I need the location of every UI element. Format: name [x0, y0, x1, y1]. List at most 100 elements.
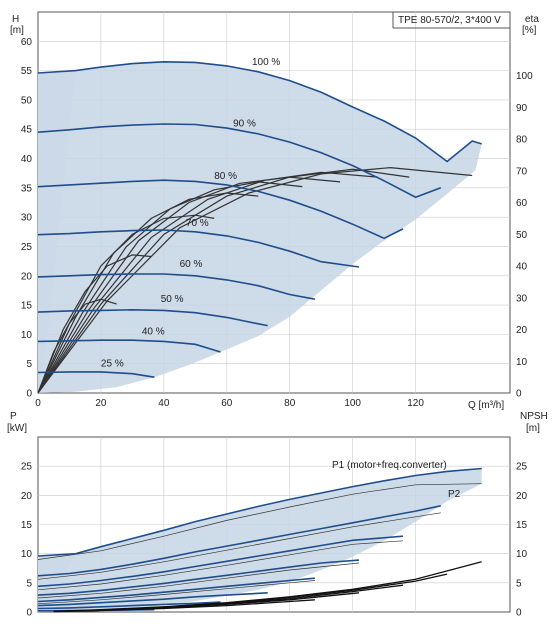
- left-axis-tick-label: 50: [21, 95, 33, 106]
- power-p1-curves: [37, 467, 482, 612]
- left-axis-tick-label: 25: [21, 462, 33, 473]
- power-right-axis-ticks: 0 5 10 15 20 25: [516, 462, 528, 619]
- power-p2-curves: [37, 483, 482, 605]
- left-axis-tick-label: 55: [21, 66, 33, 77]
- speed-curve-label: 100 %: [252, 57, 280, 68]
- left-axis-tick-label: 0: [26, 389, 32, 400]
- right-axis-tick-label: 50: [516, 230, 528, 241]
- qh-x-axis-ticks: 0 20 40 60 80 100 120: [35, 398, 424, 409]
- p1-curve-label: P1 (motor+freq.converter): [332, 460, 447, 471]
- x-axis-tick-label: 40: [158, 398, 170, 409]
- left-axis-tick-label: 60: [21, 37, 33, 48]
- p1-curve: [37, 505, 441, 577]
- speed-curve: [37, 308, 268, 327]
- power-plot: 0 5 10 15 20 25 0 5 10 15 20 25 P [kW] NPSH [m] P1…: [7, 411, 548, 619]
- qh-left-axis-unit: [m]: [10, 25, 24, 36]
- right-axis-tick-label: 0: [516, 389, 522, 400]
- speed-curve-label: 50 %: [161, 294, 184, 305]
- left-axis-tick-label: 20: [21, 491, 33, 502]
- p2-curve: [37, 483, 482, 560]
- right-axis-tick-label: 20: [516, 491, 528, 502]
- left-axis-tick-label: 0: [26, 608, 32, 619]
- left-axis-tick-label: 5: [26, 359, 32, 370]
- speed-curve: [37, 339, 221, 353]
- speed-curve: [37, 123, 442, 199]
- p2-curve: [37, 512, 441, 580]
- left-axis-tick-label: 5: [26, 578, 32, 589]
- right-axis-tick-label: 5: [516, 578, 522, 589]
- left-axis-tick-label: 10: [21, 549, 33, 560]
- p1-curve: [37, 592, 268, 607]
- efficiency-curve: [37, 166, 473, 394]
- p1-curve: [37, 577, 315, 603]
- speed-curve-label: 60 %: [180, 259, 203, 270]
- qh-operating-envelope: [38, 61, 482, 394]
- p2-curve-label: P2: [448, 489, 461, 500]
- power-left-axis-label: P: [10, 411, 17, 422]
- left-axis-tick-label: 25: [21, 242, 33, 253]
- qh-plot: 100 % 90 % 80 % 70 % 60 % 50 % 40 % 25 % 0 5 10 15…: [10, 11, 539, 411]
- npsh-curves: [53, 561, 482, 613]
- right-axis-tick-label: 80: [516, 135, 528, 146]
- x-axis-tick-label: 20: [95, 398, 107, 409]
- left-axis-tick-label: 20: [21, 271, 33, 282]
- right-axis-tick-label: 60: [516, 198, 528, 209]
- right-axis-tick-label: 90: [516, 103, 528, 114]
- p2-curve: [37, 562, 360, 599]
- left-axis-tick-label: 35: [21, 183, 33, 194]
- left-axis-tick-label: 30: [21, 213, 33, 224]
- right-axis-tick-label: 10: [516, 549, 528, 560]
- p1-curve: [37, 535, 404, 588]
- power-right-axis-unit: [m]: [526, 423, 540, 434]
- x-axis-tick-label: 100: [344, 398, 361, 409]
- right-axis-tick-label: 100: [516, 71, 533, 82]
- speed-curve: [37, 371, 155, 378]
- right-axis-tick-label: 70: [516, 166, 528, 177]
- p2-curve: [37, 580, 315, 605]
- right-axis-tick-label: 20: [516, 325, 528, 336]
- p1-curve: [37, 601, 221, 610]
- speed-curve-label: 25 %: [101, 359, 124, 370]
- p2-curve: [37, 540, 404, 591]
- title-box-text: TPE 80-570/2, 3*400 V: [398, 15, 501, 26]
- power-right-axis-label: NPSH: [520, 411, 548, 422]
- p1-curve: [37, 559, 360, 596]
- qh-left-axis-ticks: 0 5 10 15 20 25 30 35 40 45 50 55 60: [21, 37, 33, 400]
- efficiency-curve: [37, 168, 410, 394]
- qh-x-axis-label: Q [m³/h]: [468, 400, 504, 411]
- right-axis-tick-label: 10: [516, 357, 528, 368]
- right-axis-tick-label: 40: [516, 262, 528, 273]
- qh-speed-curves: [37, 60, 482, 378]
- speed-curve-label: 90 %: [233, 118, 256, 129]
- speed-curve: [37, 229, 360, 268]
- right-axis-tick-label: 30: [516, 293, 528, 304]
- right-axis-tick-label: 0: [516, 608, 522, 619]
- qh-right-axis-label: eta: [525, 14, 539, 25]
- efficiency-curve: [37, 254, 152, 394]
- qh-right-axis-unit: [%]: [522, 25, 537, 36]
- right-axis-tick-label: 25: [516, 462, 528, 473]
- speed-curve-label: 70 %: [186, 218, 209, 229]
- npsh-curve: [53, 599, 315, 613]
- left-axis-tick-label: 15: [21, 301, 33, 312]
- speed-curve: [37, 273, 316, 300]
- x-axis-tick-label: 60: [221, 398, 233, 409]
- speed-curve: [37, 60, 482, 163]
- left-axis-tick-label: 10: [21, 330, 33, 341]
- left-axis-tick-label: 40: [21, 154, 33, 165]
- speed-curve-label: 40 %: [142, 326, 165, 337]
- x-axis-tick-label: 0: [35, 398, 41, 409]
- p1-curve: [37, 467, 482, 557]
- x-axis-tick-label: 80: [284, 398, 296, 409]
- speed-curve: [37, 179, 404, 240]
- speed-curve-label: 80 %: [214, 171, 237, 182]
- qh-right-axis-ticks: 0 10 20 30 40 50 60 70 80 90 100: [516, 71, 533, 400]
- qh-left-axis-label: H: [12, 14, 19, 25]
- left-axis-tick-label: 45: [21, 125, 33, 136]
- power-left-axis-unit: [kW]: [7, 423, 27, 434]
- efficiency-curve: [37, 171, 378, 394]
- left-axis-tick-label: 15: [21, 520, 33, 531]
- qh-speed-labels: 100 % 90 % 80 % 70 % 60 % 50 % 40 % 25 %: [101, 57, 281, 370]
